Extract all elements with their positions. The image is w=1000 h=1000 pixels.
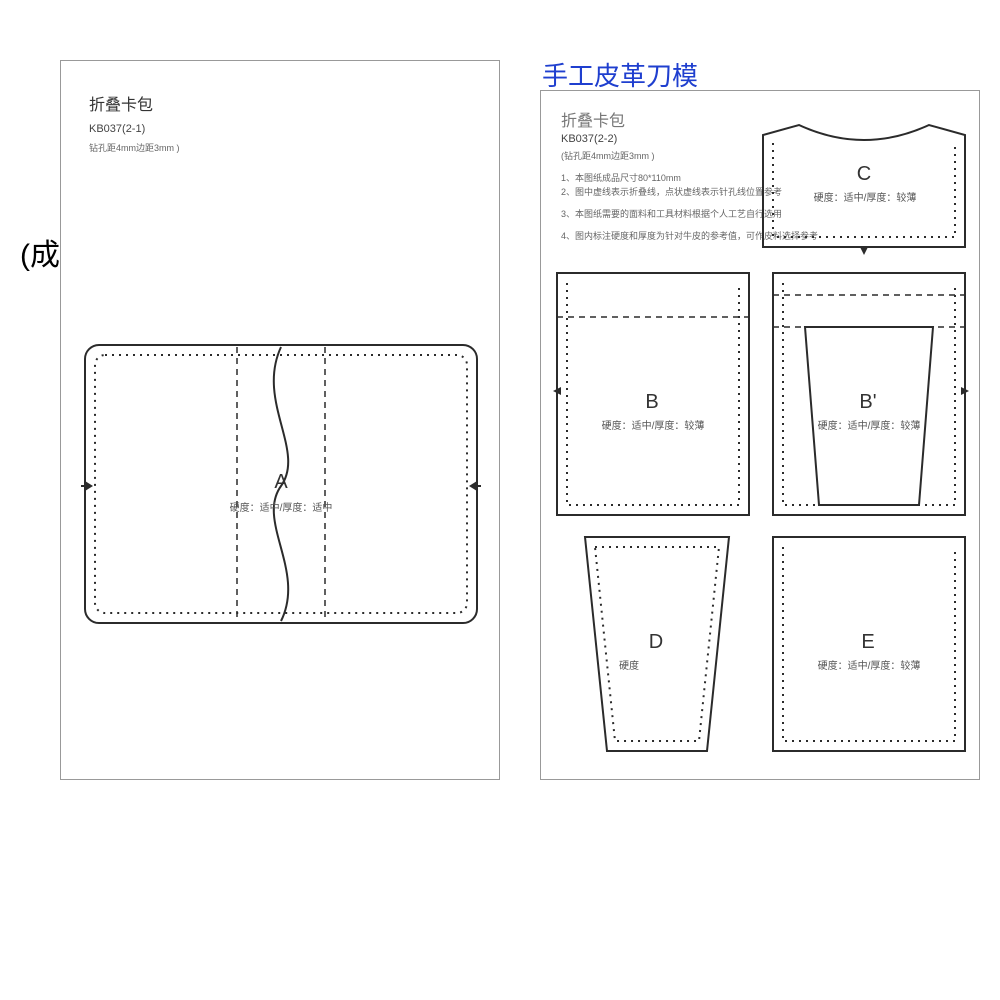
p2-note3: 3、本图纸需要的面料和工具材料根据个人工艺自行选用 — [561, 207, 782, 220]
piece-B-sub: 硬度：适中/厚度：较薄 — [591, 417, 715, 432]
p2-product-name: 折叠卡包 — [561, 107, 625, 131]
piece-A-label: A — [261, 471, 301, 494]
p1-part-code: KB037(2-1) — [89, 123, 145, 135]
piece-A-sub: 硬度：适中/厚度：适中 — [209, 499, 353, 514]
page-1: 折叠卡包 KB037(2-1) 钻孔距4mm边距3mm ) A 硬度：适中/厚度… — [60, 60, 500, 780]
p2-note2: 2、图中虚线表示折叠线，点状虚线表示针孔线位置参考 — [561, 185, 782, 198]
p2-note1: 1、本图纸成品尺寸80*110mm — [561, 171, 681, 184]
piece-D-label: D — [641, 631, 671, 654]
piece-C-label: C — [849, 163, 879, 186]
header-title: 手工皮革刀模 — [542, 56, 698, 93]
piece-Bp-sub: 硬度：适中/厚度：较薄 — [807, 417, 931, 432]
p2-part-code: KB037(2-2) — [561, 133, 617, 145]
p1-spec: 钻孔距4mm边距3mm ) — [89, 141, 180, 154]
piece-E-label: E — [853, 631, 883, 654]
page-2: 折叠卡包 KB037(2-2) (钻孔距4mm边距3mm ) 1、本图纸成品尺寸… — [540, 90, 980, 780]
p2-spec: (钻孔距4mm边距3mm ) — [561, 149, 655, 162]
piece-D-sub: 硬度 — [609, 657, 649, 672]
p1-product-name: 折叠卡包 — [89, 91, 153, 115]
piece-C-sub: 硬度：适中/厚度：较薄 — [803, 189, 927, 204]
piece-E-sub: 硬度：适中/厚度：较薄 — [807, 657, 931, 672]
piece-Bp-label: B' — [853, 391, 883, 414]
piece-B-label: B — [637, 391, 667, 414]
